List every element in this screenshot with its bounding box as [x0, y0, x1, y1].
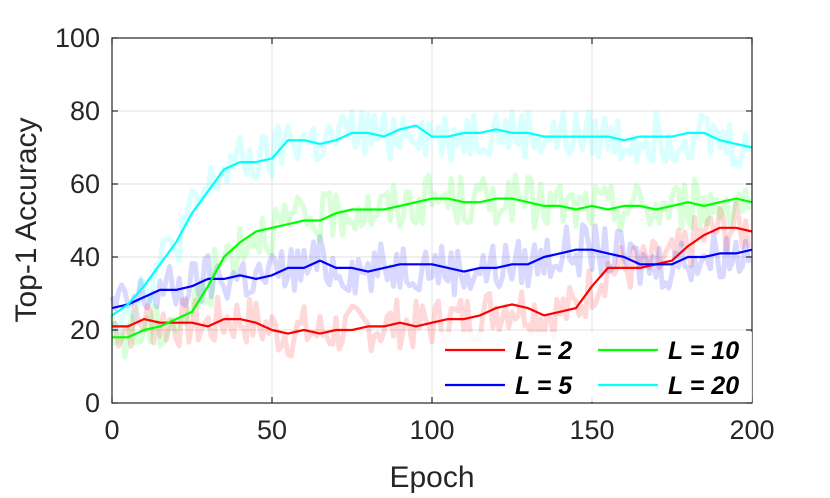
axis-ticks: 0 50 100 150 200 0 20 40 60 80 100: [55, 23, 775, 445]
x-tick-label: 100: [409, 415, 454, 445]
y-tick-label: 0: [85, 388, 100, 418]
legend: L = 2 L = 5 L = 10 L = 20: [437, 332, 752, 402]
y-axis-title: Top-1 Accuracy: [10, 117, 43, 322]
y-tick-label: 20: [70, 315, 100, 345]
legend-box: [437, 332, 752, 402]
x-tick-label: 50: [257, 415, 287, 445]
y-tick-label: 80: [70, 96, 100, 126]
series-noise-0: [110, 200, 752, 359]
legend-label-1: L = 5: [515, 372, 573, 400]
y-tick-label: 40: [70, 242, 100, 272]
legend-label-3: L = 20: [668, 372, 739, 400]
legend-label-0: L = 2: [515, 337, 572, 365]
y-tick-label: 100: [55, 23, 100, 53]
series-lines: [111, 124, 753, 339]
x-tick-label: 150: [569, 415, 614, 445]
legend-label-2: L = 10: [668, 337, 739, 365]
x-axis-title: Epoch: [389, 461, 474, 494]
y-tick-label: 60: [70, 169, 100, 199]
x-tick-label: 200: [729, 415, 774, 445]
x-tick-label: 0: [104, 415, 119, 445]
series-noise-3: [109, 108, 752, 334]
